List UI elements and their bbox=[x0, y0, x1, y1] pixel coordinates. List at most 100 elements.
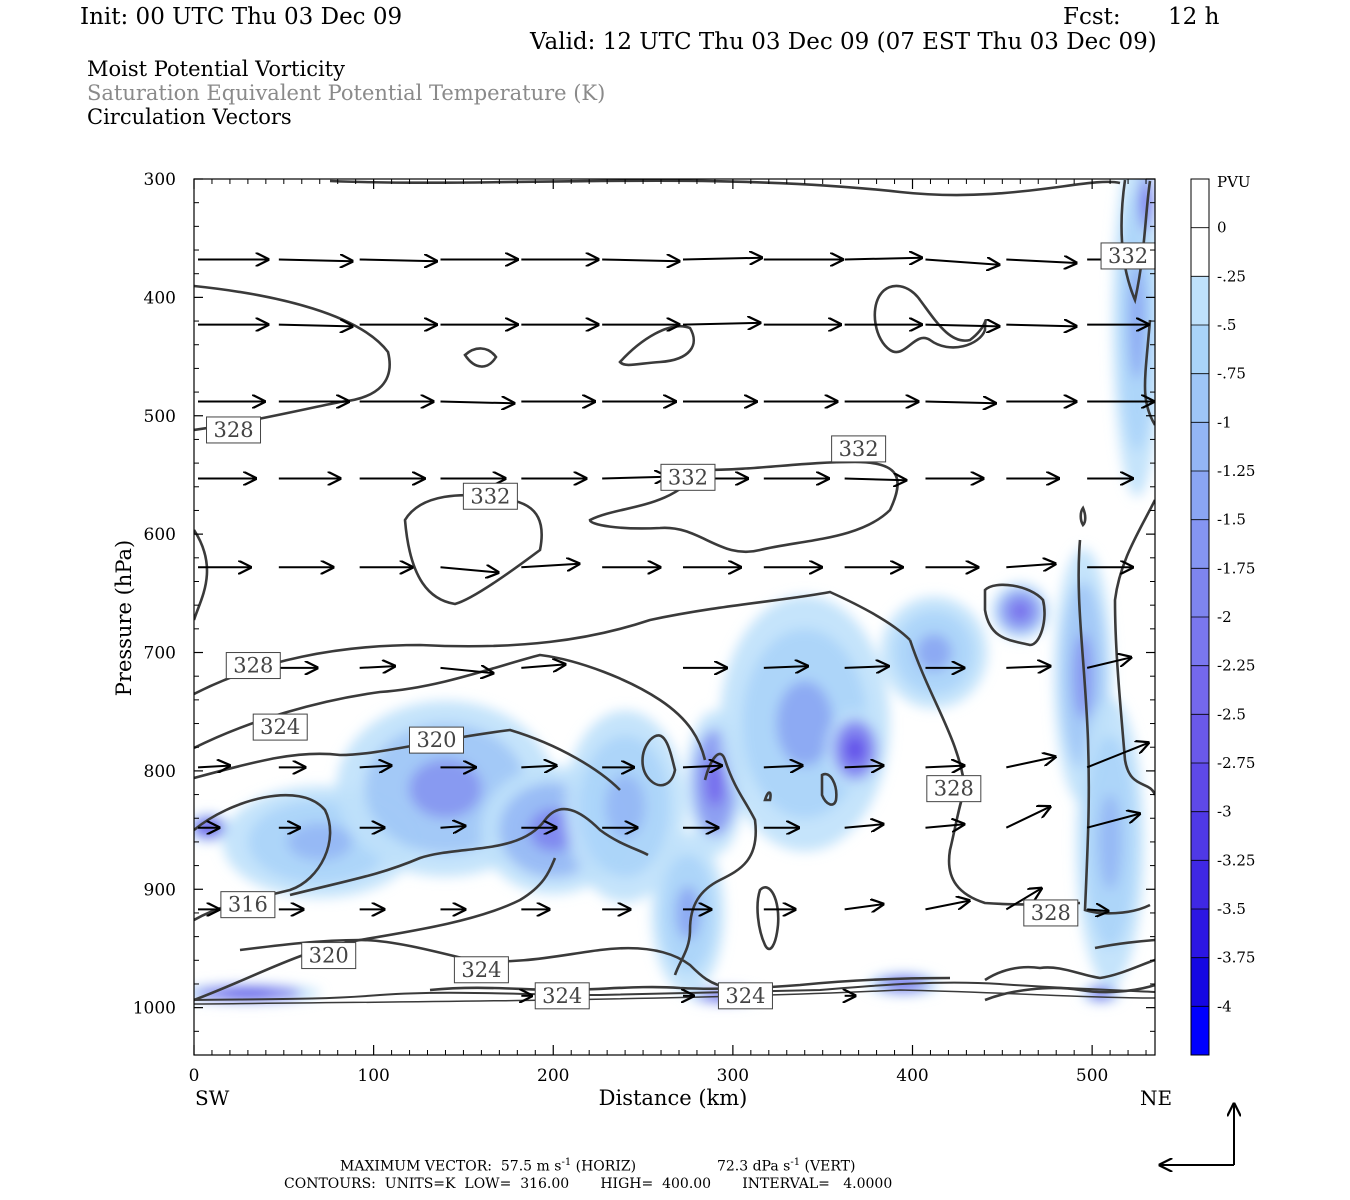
x-tick-label: 500 bbox=[1076, 1066, 1108, 1086]
contour-line bbox=[983, 583, 1046, 647]
wind-vector bbox=[763, 666, 808, 668]
y-tick-label: 800 bbox=[144, 762, 176, 782]
contour-line bbox=[588, 460, 899, 553]
wind-vector bbox=[440, 567, 498, 572]
contour-line bbox=[984, 958, 1155, 982]
pv-core bbox=[845, 736, 865, 763]
colorbar-label: -3 bbox=[1217, 803, 1232, 821]
x-tick-label: 0 bbox=[189, 1066, 200, 1086]
contour-line bbox=[194, 728, 621, 791]
contour-line bbox=[763, 791, 772, 802]
x-tick-label: 200 bbox=[537, 1066, 569, 1086]
contour-label-box bbox=[453, 956, 509, 984]
contour-line bbox=[641, 734, 677, 787]
pv-core bbox=[604, 774, 646, 839]
colorbar-swatch bbox=[1191, 325, 1209, 375]
colorbar-unit: PVU bbox=[1217, 173, 1251, 191]
colorbar-swatch bbox=[1191, 276, 1209, 326]
colorbar-swatch bbox=[1191, 714, 1209, 764]
contour-label: 332 bbox=[1108, 244, 1148, 268]
circulation-vectors bbox=[197, 258, 1154, 996]
max-vector-line: MAXIMUM VECTOR: 57.5 m s-1 (HORIZ) 72.3 … bbox=[340, 1158, 855, 1174]
contour-label: 324 bbox=[461, 958, 501, 982]
contour-line bbox=[194, 653, 707, 761]
contour-line bbox=[1143, 319, 1155, 426]
colorbar-swatch bbox=[1191, 227, 1209, 277]
contour-line bbox=[239, 938, 731, 990]
y-tick-label: 400 bbox=[144, 288, 176, 308]
pv-core bbox=[916, 633, 952, 672]
contour-line bbox=[873, 284, 987, 354]
colorbar-label: -3.5 bbox=[1217, 900, 1246, 918]
colorbar-swatch bbox=[1191, 422, 1209, 472]
contour-label-box bbox=[220, 891, 276, 919]
colorbar-label: -2.25 bbox=[1217, 657, 1255, 675]
contour-label: 328 bbox=[934, 777, 974, 801]
contour-line bbox=[194, 529, 209, 621]
contour-label-box bbox=[717, 982, 773, 1010]
forecast-label: Fcst: bbox=[1063, 4, 1121, 30]
colorbar-label: -3.75 bbox=[1217, 949, 1255, 967]
contour-label-box bbox=[1023, 899, 1079, 927]
max-vector-horiz-unit: (HORIZ) bbox=[575, 1158, 637, 1175]
contour-labels: 332 328 332 332 332 328 324 320 328 316 328 320 324 3… bbox=[206, 242, 1156, 1010]
pv-core bbox=[1010, 601, 1030, 621]
terrain-line bbox=[194, 981, 1155, 1001]
x-axis-title: Distance (km) bbox=[599, 1086, 748, 1110]
contour-label: 316 bbox=[228, 893, 268, 917]
contour-label-box bbox=[831, 435, 887, 463]
contour-line bbox=[1094, 938, 1155, 950]
colorbar-swatch bbox=[1191, 763, 1209, 813]
wind-vector bbox=[844, 258, 922, 260]
wind-vector bbox=[682, 766, 722, 768]
wind-vector bbox=[844, 904, 884, 909]
contour-line bbox=[756, 886, 780, 951]
colorbar-label: -.25 bbox=[1217, 267, 1246, 285]
pv-core bbox=[223, 990, 273, 997]
wind-vector bbox=[844, 478, 906, 480]
wind-vector bbox=[1006, 757, 1055, 769]
wind-vector bbox=[1006, 325, 1076, 327]
contour-line bbox=[618, 325, 696, 367]
contour-label: 324 bbox=[725, 984, 765, 1008]
y-axis-title: Pressure (hPa) bbox=[112, 540, 136, 696]
colorbar-label: -1.25 bbox=[1217, 462, 1255, 480]
wind-vector bbox=[844, 766, 884, 768]
wind-vector bbox=[1086, 657, 1131, 669]
wind-vector bbox=[1005, 888, 1041, 911]
wind-vector bbox=[359, 766, 392, 768]
colorbar-label: -2.75 bbox=[1217, 754, 1255, 772]
contour-label: 324 bbox=[542, 984, 582, 1008]
contour-label: 324 bbox=[260, 715, 300, 739]
pv-core bbox=[1098, 793, 1122, 890]
contour-label-box bbox=[301, 942, 357, 970]
pv-core bbox=[287, 823, 353, 861]
contour-label-box bbox=[206, 416, 262, 444]
y-tick-label: 500 bbox=[144, 407, 176, 427]
wind-vector bbox=[1086, 814, 1140, 829]
contour-label: 320 bbox=[309, 944, 349, 968]
pv-shading bbox=[194, 179, 1155, 1004]
wind-vector bbox=[925, 325, 999, 327]
wind-vector bbox=[521, 664, 565, 668]
colorbar-label: -2 bbox=[1217, 608, 1232, 626]
contour-line bbox=[194, 590, 911, 696]
valid-time: Valid: 12 UTC Thu 03 Dec 09 (07 EST Thu … bbox=[530, 29, 1157, 55]
contour-line bbox=[984, 983, 1155, 1002]
wind-vector bbox=[602, 259, 679, 261]
wind-vector bbox=[1087, 909, 1108, 911]
x-tick-label: 300 bbox=[717, 1066, 749, 1086]
wind-vector bbox=[1086, 743, 1148, 769]
colorbar-swatch bbox=[1191, 568, 1209, 618]
contour-line bbox=[194, 857, 557, 1002]
wind-vector bbox=[440, 668, 493, 673]
colorbar-label: -2.5 bbox=[1217, 705, 1246, 723]
wind-vector bbox=[925, 901, 969, 911]
contour-label: 320 bbox=[416, 728, 456, 752]
contour-label-box bbox=[408, 726, 464, 754]
y-tick-label: 900 bbox=[144, 880, 176, 900]
init-time: Init: 00 UTC Thu 03 Dec 09 bbox=[80, 4, 403, 30]
wind-vector bbox=[359, 666, 395, 668]
wind-vector bbox=[1006, 564, 1055, 568]
wind-vector bbox=[521, 766, 556, 768]
